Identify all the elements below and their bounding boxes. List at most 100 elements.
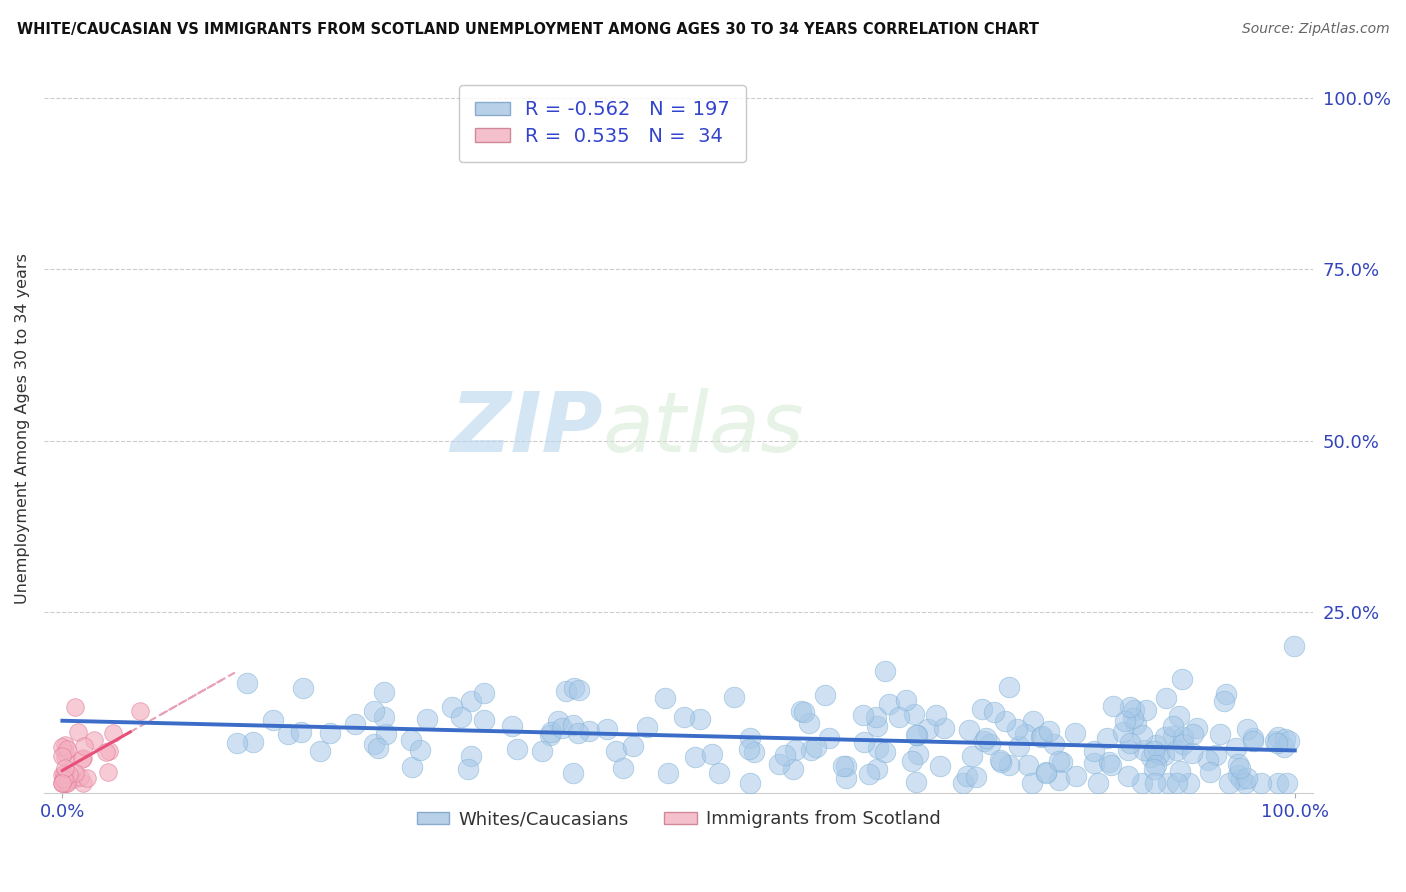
Point xyxy=(292,681,315,695)
Point xyxy=(1047,754,1070,768)
Point xyxy=(450,709,472,723)
Point xyxy=(1178,776,1201,790)
Point xyxy=(1144,738,1167,752)
Point xyxy=(1021,776,1043,790)
Point xyxy=(818,731,841,746)
Point xyxy=(277,726,299,740)
Point xyxy=(236,675,259,690)
Point xyxy=(605,744,627,758)
Point xyxy=(835,758,858,772)
Point xyxy=(1119,736,1142,750)
Point xyxy=(879,697,901,711)
Point xyxy=(1008,739,1031,754)
Point xyxy=(1154,730,1177,744)
Point xyxy=(72,751,94,765)
Point xyxy=(1047,772,1070,787)
Point xyxy=(1133,743,1156,757)
Point xyxy=(1272,739,1295,754)
Point xyxy=(702,747,724,762)
Text: WHITE/CAUCASIAN VS IMMIGRANTS FROM SCOTLAND UNEMPLOYMENT AMONG AGES 30 TO 34 YEA: WHITE/CAUCASIAN VS IMMIGRANTS FROM SCOTL… xyxy=(17,22,1039,37)
Point xyxy=(907,747,929,762)
Point xyxy=(813,688,835,702)
Point xyxy=(1267,731,1289,745)
Point xyxy=(53,761,76,775)
Point xyxy=(1101,698,1123,713)
Point xyxy=(53,767,76,781)
Point xyxy=(73,739,96,754)
Point xyxy=(768,757,790,772)
Point xyxy=(1144,757,1167,772)
Point xyxy=(673,710,696,724)
Point xyxy=(401,760,423,774)
Point xyxy=(1064,769,1087,783)
Point xyxy=(67,724,90,739)
Point xyxy=(551,722,574,736)
Point xyxy=(53,749,76,764)
Point xyxy=(1098,755,1121,769)
Point xyxy=(990,756,1012,770)
Point xyxy=(65,700,87,714)
Point xyxy=(76,771,98,785)
Point xyxy=(983,705,1005,719)
Point xyxy=(852,735,875,749)
Point xyxy=(1130,728,1153,742)
Point xyxy=(290,725,312,739)
Point xyxy=(460,748,482,763)
Point xyxy=(925,708,948,723)
Point xyxy=(367,741,389,756)
Point xyxy=(998,758,1021,772)
Point xyxy=(460,694,482,708)
Point xyxy=(62,772,84,786)
Point xyxy=(1282,639,1305,653)
Point xyxy=(540,724,562,739)
Point xyxy=(562,766,585,780)
Point xyxy=(1185,721,1208,735)
Point xyxy=(1050,755,1073,769)
Point xyxy=(973,734,995,748)
Point xyxy=(894,693,917,707)
Point xyxy=(866,762,889,776)
Point xyxy=(1181,746,1204,760)
Point xyxy=(555,683,578,698)
Point xyxy=(1229,761,1251,775)
Point xyxy=(1213,694,1236,708)
Point xyxy=(636,720,658,734)
Point xyxy=(1111,724,1133,739)
Point xyxy=(531,744,554,758)
Point xyxy=(1083,744,1105,758)
Y-axis label: Unemployment Among Ages 30 to 34 years: Unemployment Among Ages 30 to 34 years xyxy=(15,253,30,604)
Point xyxy=(900,755,922,769)
Point xyxy=(1225,741,1247,756)
Point xyxy=(344,716,367,731)
Point xyxy=(52,772,75,787)
Point xyxy=(409,743,432,757)
Point xyxy=(1264,734,1286,748)
Point xyxy=(56,776,79,790)
Point xyxy=(858,767,880,781)
Point xyxy=(956,769,979,783)
Point xyxy=(1278,734,1301,748)
Point xyxy=(1153,748,1175,763)
Point xyxy=(654,690,676,705)
Point xyxy=(1005,722,1028,736)
Point xyxy=(363,737,385,751)
Point xyxy=(472,685,495,699)
Point xyxy=(957,723,980,737)
Point xyxy=(928,759,950,773)
Point xyxy=(1161,719,1184,733)
Point xyxy=(1114,714,1136,728)
Point xyxy=(501,719,523,733)
Point xyxy=(962,749,984,764)
Point xyxy=(1021,714,1043,729)
Point xyxy=(1274,732,1296,747)
Point xyxy=(1119,699,1142,714)
Point xyxy=(1031,729,1053,743)
Point xyxy=(979,737,1001,751)
Point xyxy=(1149,747,1171,761)
Point xyxy=(903,707,925,722)
Point xyxy=(972,701,994,715)
Point xyxy=(1123,703,1146,717)
Point xyxy=(904,774,927,789)
Point xyxy=(374,727,396,741)
Point xyxy=(129,704,152,718)
